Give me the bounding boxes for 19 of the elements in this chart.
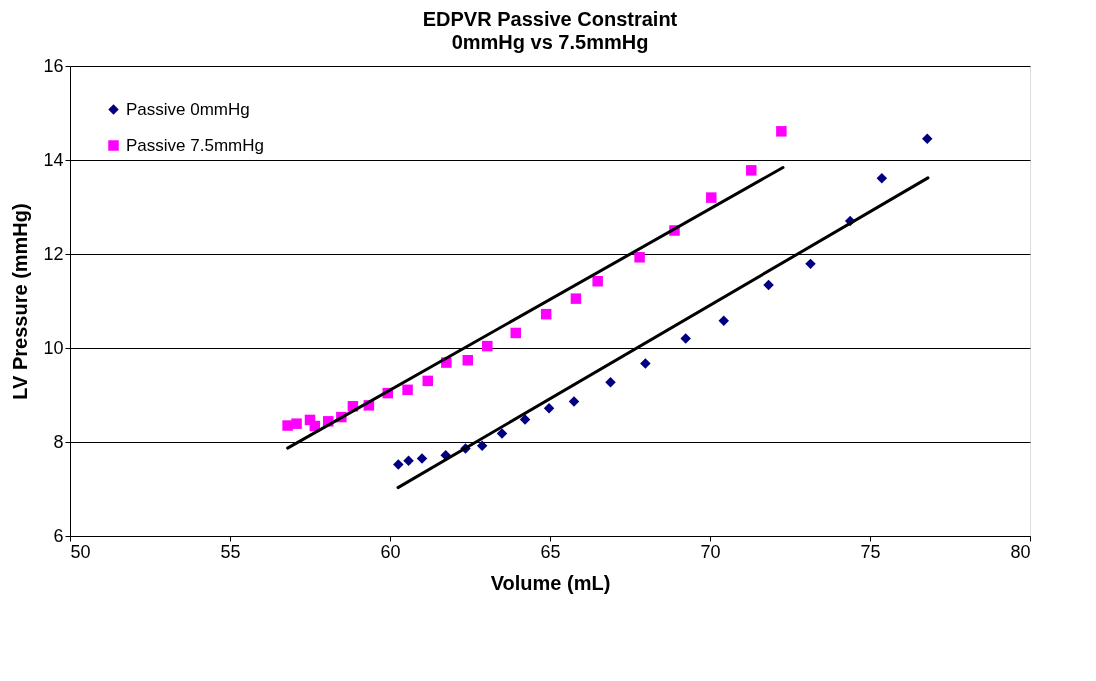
y-tick-label: 8 xyxy=(53,431,64,452)
x-tick-label: 70 xyxy=(700,541,721,562)
x-axis-title: Volume (mL) xyxy=(490,571,611,594)
x-tick-label: 80 xyxy=(1010,541,1031,562)
y-tick-label: 10 xyxy=(43,337,64,358)
chart-title: EDPVR Passive Constraint xyxy=(422,8,678,30)
y-tick-label: 14 xyxy=(43,149,64,170)
y-tick-label: 16 xyxy=(43,55,64,76)
y-tick-label: 12 xyxy=(43,243,64,264)
x-tick-label: 50 xyxy=(70,541,91,562)
legend-label: Passive 0mmHg xyxy=(126,99,250,119)
legend-label: Passive 7.5mmHg xyxy=(126,135,264,155)
y-tick-label: 6 xyxy=(53,525,64,546)
y-axis-title: LV Pressure (mmHg) xyxy=(9,203,32,400)
chart-subtitle: 0mmHg vs 7.5mmHg xyxy=(451,31,649,53)
x-tick-label: 75 xyxy=(860,541,881,562)
x-tick-label: 65 xyxy=(540,541,561,562)
x-tick-label: 60 xyxy=(380,541,401,562)
x-tick-label: 55 xyxy=(220,541,241,562)
